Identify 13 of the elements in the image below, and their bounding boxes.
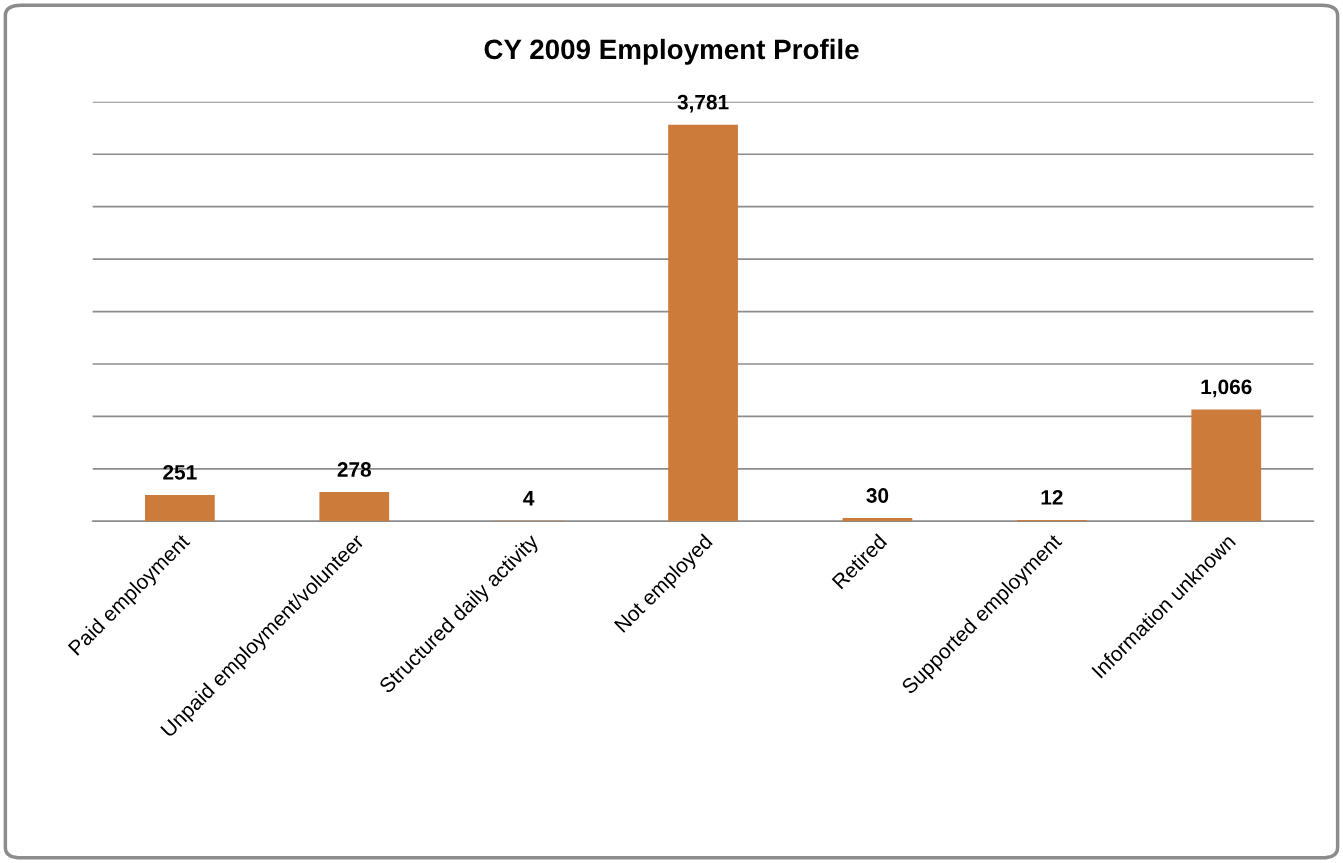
data-label: 4 — [523, 491, 535, 506]
bar — [842, 518, 913, 522]
bar — [1191, 409, 1262, 522]
bar — [319, 492, 390, 522]
bar — [668, 124, 738, 522]
data-label: 30 — [866, 488, 889, 503]
data-label: 278 — [337, 462, 372, 477]
data-label: 12 — [1041, 490, 1063, 505]
data-label: 3,781 — [677, 94, 729, 113]
bar — [144, 494, 215, 522]
data-label: 251 — [163, 464, 197, 480]
chart-title: CY 2009 Employment Profile — [484, 38, 859, 65]
data-label: 1,066 — [1201, 379, 1252, 398]
